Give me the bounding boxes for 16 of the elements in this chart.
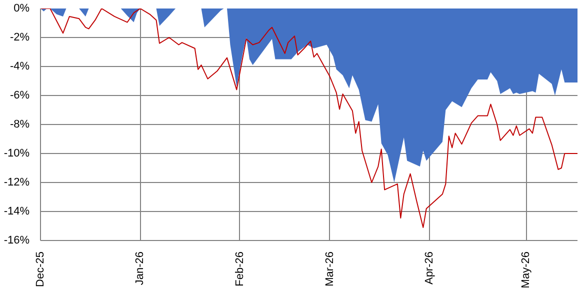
- y-tick-label: -6%: [10, 90, 30, 102]
- y-tick-label: -8%: [10, 118, 30, 130]
- y-tick-label: 0%: [14, 2, 30, 14]
- x-tick-label: Mar-26: [324, 252, 336, 286]
- x-tick-label: Apr-26: [424, 251, 436, 285]
- y-tick-label: -16%: [4, 234, 30, 246]
- x-tick-label: May-26: [520, 251, 532, 288]
- y-tick-label: -2%: [10, 32, 30, 44]
- x-tick-label: Dec-25: [34, 251, 46, 287]
- y-tick-label: -10%: [4, 148, 30, 160]
- x-tick-label: Jan-26: [134, 251, 146, 286]
- y-tick-label: -12%: [4, 176, 30, 188]
- line-series: [40, 8, 578, 228]
- x-tick-label: Feb-26: [234, 251, 246, 286]
- y-tick-label: -14%: [4, 206, 30, 218]
- y-tick-label: -4%: [10, 60, 30, 72]
